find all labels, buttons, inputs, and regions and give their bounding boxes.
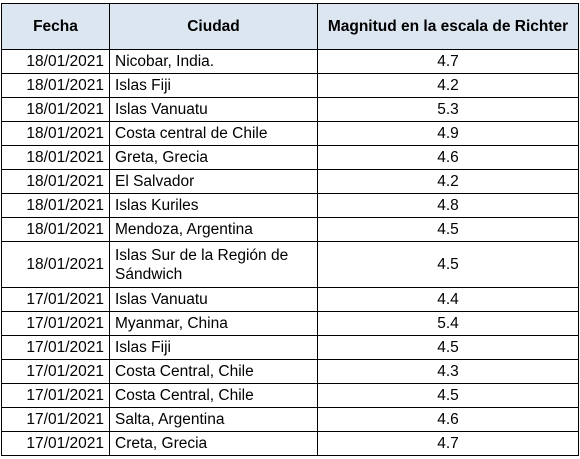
date-cell: 18/01/2021	[1, 169, 110, 194]
magnitude-cell: 5.4	[317, 311, 579, 336]
date-cell: 17/01/2021	[1, 407, 110, 432]
table-row: 18/01/2021 Mendoza, Argentina 4.5	[1, 217, 579, 242]
date-cell: 17/01/2021	[1, 359, 110, 384]
city-cell: Islas Kuriles	[109, 193, 318, 218]
city-cell: Islas Fiji	[109, 335, 318, 360]
magnitude-cell: 4.2	[317, 169, 579, 194]
magnitude-cell: 4.5	[317, 217, 579, 242]
date-cell: 17/01/2021	[1, 311, 110, 336]
table-row: 17/01/2021 Myanmar, China 5.4	[1, 311, 579, 336]
magnitude-cell: 4.6	[317, 407, 579, 432]
date-cell: 17/01/2021	[1, 335, 110, 360]
city-cell: Costa Central, Chile	[109, 383, 318, 408]
date-cell: 17/01/2021	[1, 383, 110, 408]
header-date: Fecha	[1, 3, 110, 50]
header-city: Ciudad	[109, 3, 318, 50]
city-cell: Myanmar, China	[109, 311, 318, 336]
table-row: 18/01/2021 El Salvador 4.2	[1, 169, 579, 194]
date-cell: 18/01/2021	[1, 121, 110, 146]
table-row: 18/01/2021 Islas Kuriles 4.8	[1, 193, 579, 218]
table-header: Fecha Ciudad Magnitud en la escala de Ri…	[1, 3, 579, 50]
city-cell: Islas Sur de la Región de Sándwich	[109, 241, 318, 288]
magnitude-cell: 4.3	[317, 359, 579, 384]
table-row: 18/01/2021 Greta, Grecia 4.6	[1, 145, 579, 170]
date-cell: 18/01/2021	[1, 193, 110, 218]
city-cell: Nicobar, India.	[109, 49, 318, 74]
earthquake-table: Fecha Ciudad Magnitud en la escala de Ri…	[1, 3, 579, 456]
magnitude-cell: 4.4	[317, 287, 579, 312]
date-cell: 18/01/2021	[1, 49, 110, 74]
table-row: 17/01/2021 Salta, Argentina 4.6	[1, 407, 579, 432]
date-cell: 17/01/2021	[1, 287, 110, 312]
table-row: 17/01/2021 Creta, Grecia 4.7	[1, 431, 579, 456]
table-row: 18/01/2021 Islas Fiji 4.2	[1, 73, 579, 98]
magnitude-cell: 4.7	[317, 431, 579, 456]
date-cell: 18/01/2021	[1, 217, 110, 242]
date-cell: 18/01/2021	[1, 145, 110, 170]
header-row: Fecha Ciudad Magnitud en la escala de Ri…	[1, 3, 579, 50]
date-cell: 18/01/2021	[1, 97, 110, 122]
table-row: 17/01/2021 Islas Fiji 4.5	[1, 335, 579, 360]
magnitude-cell: 4.9	[317, 121, 579, 146]
city-cell: Salta, Argentina	[109, 407, 318, 432]
date-cell: 17/01/2021	[1, 431, 110, 456]
magnitude-cell: 5.3	[317, 97, 579, 122]
table-row: 18/01/2021 Islas Vanuatu 5.3	[1, 97, 579, 122]
header-magnitude: Magnitud en la escala de Richter	[317, 3, 579, 50]
city-cell: Costa central de Chile	[109, 121, 318, 146]
city-cell: Creta, Grecia	[109, 431, 318, 456]
table-row: 17/01/2021 Islas Vanuatu 4.4	[1, 287, 579, 312]
table-row: 17/01/2021 Costa Central, Chile 4.3	[1, 359, 579, 384]
magnitude-cell: 4.5	[317, 335, 579, 360]
magnitude-cell: 4.5	[317, 383, 579, 408]
magnitude-cell: 4.5	[317, 241, 579, 288]
table-row: 17/01/2021 Costa Central, Chile 4.5	[1, 383, 579, 408]
table-row: 18/01/2021 Nicobar, India. 4.7	[1, 49, 579, 74]
city-cell: Costa Central, Chile	[109, 359, 318, 384]
date-cell: 18/01/2021	[1, 241, 110, 288]
city-cell: El Salvador	[109, 169, 318, 194]
date-cell: 18/01/2021	[1, 73, 110, 98]
magnitude-cell: 4.8	[317, 193, 579, 218]
city-cell: Mendoza, Argentina	[109, 217, 318, 242]
table-body: 18/01/2021 Nicobar, India. 4.7 18/01/2021 Is…	[1, 49, 579, 456]
magnitude-cell: 4.6	[317, 145, 579, 170]
magnitude-cell: 4.2	[317, 73, 579, 98]
city-cell: Islas Fiji	[109, 73, 318, 98]
table-row: 18/01/2021 Islas Sur de la Región de Sánd…	[1, 241, 579, 288]
city-cell: Greta, Grecia	[109, 145, 318, 170]
table-row: 18/01/2021 Costa central de Chile 4.9	[1, 121, 579, 146]
magnitude-cell: 4.7	[317, 49, 579, 74]
city-cell: Islas Vanuatu	[109, 287, 318, 312]
city-cell: Islas Vanuatu	[109, 97, 318, 122]
